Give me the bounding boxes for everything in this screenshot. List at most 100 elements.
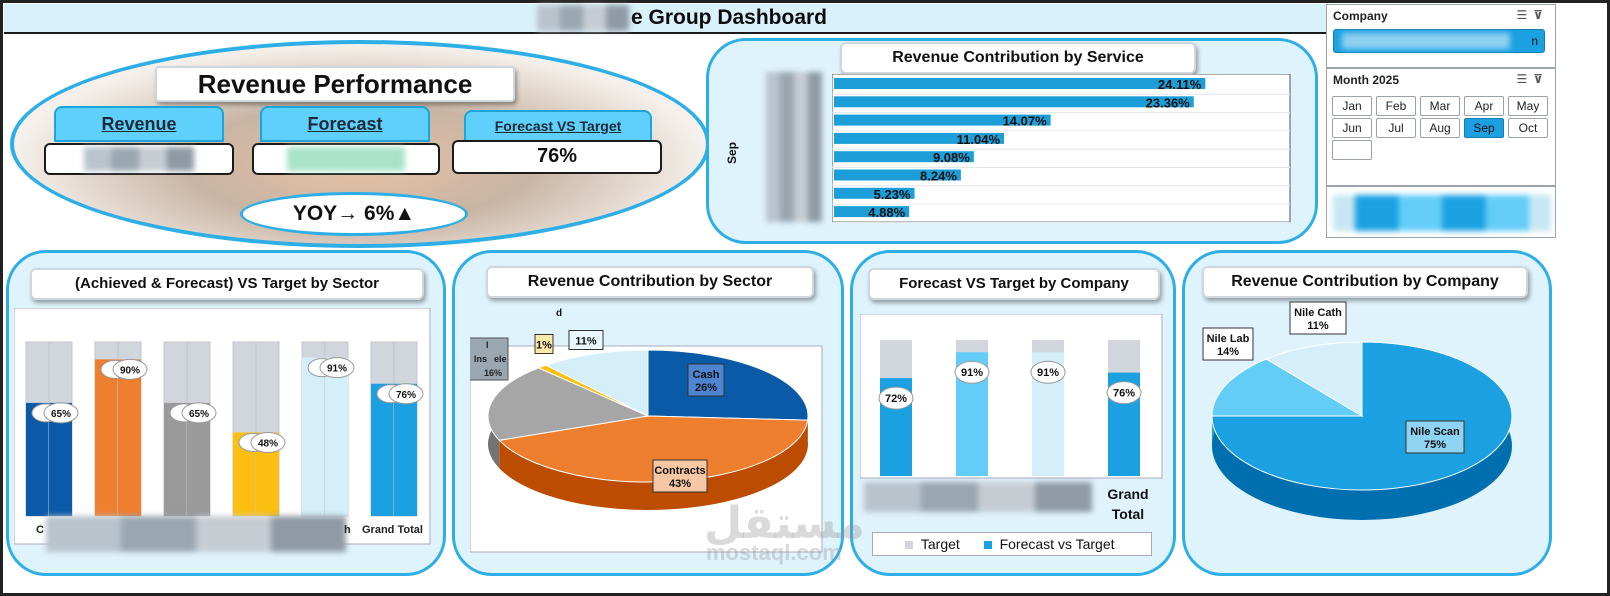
sector-pie-partial-label: 16% [484,368,502,378]
watermark-latin: mostaql.com [706,540,842,565]
sector-axis-label-grand-total: Grand Total [362,524,423,536]
company-pie-slice [1211,358,1364,417]
sector-data-label: 65% [51,409,71,420]
service-bar-chart: 24.11% 23.36% 14.07%11.04% 9.08% 8.24% 5.23% 4… [832,74,1291,223]
yoy-badge: YOY→ 6%▲ [240,192,468,236]
company-pie-label-cath-box [1289,301,1347,335]
sector-pie-label-cash-text: Cash [693,369,720,381]
sector-pie-partial-label: ele [494,354,507,364]
month-button-may[interactable]: May [1508,96,1548,116]
service-bar-label: 24.11% [1158,77,1202,92]
month-button-oct[interactable]: Oct [1508,118,1548,138]
company-data-label: 76% [1113,388,1135,400]
month-button-feb[interactable]: Feb [1376,96,1416,116]
service-bar [834,132,1005,144]
company-axis-grand-total: Grand Total [1107,486,1149,522]
dashboard-title: e Group Dashboard [630,6,828,29]
sector-label-bubble [250,431,286,453]
sector-pie-label-cash-text: 26% [695,382,717,394]
company-label-bubble [1030,360,1066,384]
sector-label-bubble [319,357,355,379]
sector-target-title: (Achieved & Forecast) VS Target by Secto… [30,268,424,300]
sector-pie-label-contracts-text: Contracts [654,465,705,477]
company-slicer-selected-item[interactable]: n [1333,29,1545,53]
company-slicer-title: Company [1333,9,1388,23]
service-bar [834,187,915,199]
company-target-chart: 72% 91% 91% 76% [860,314,1163,479]
sector-pie-label-cash-box [687,363,725,397]
company-label-bubble [954,360,990,384]
month-button-aug[interactable]: Aug [1420,118,1460,138]
legend-target-label: Target [920,536,960,552]
company-pie-title: Revenue Contribution by Company [1202,266,1528,298]
sector-pie-partial-label: I [486,340,489,350]
clear-filter-icon[interactable]: ⊽ [1533,72,1549,86]
month-button-jul[interactable]: Jul [1376,118,1416,138]
company-pie-label-cath-text: Nile Cath [1294,307,1342,319]
month-button-mar[interactable]: Mar [1420,96,1460,116]
service-bar-label: 14.07% [1003,114,1048,129]
multiselect-icon[interactable]: ☰ [1516,8,1534,22]
sector-label-bubble [43,402,79,424]
company-pie-label-scan-box [1405,420,1465,454]
company-pie-label-lab-text: Nile Lab [1207,333,1250,345]
redacted-card-content [1333,195,1551,231]
sector-pie-label-light-box [568,330,604,350]
company-pie-label-scan-text: Nile Scan [1410,426,1460,438]
legend-fvt-swatch [983,541,992,549]
service-bar [834,206,910,218]
company-slicer-selected-suffix: n [1531,34,1538,48]
sector-data-label: 76% [396,390,416,401]
month-button-jun[interactable]: Jun [1332,118,1372,138]
month-button-sep[interactable]: Sep [1464,118,1504,138]
company-data-label: 72% [885,393,907,405]
company-target-legend: Target Forecast vs Target [872,532,1152,556]
redacted-revenue-value [84,147,194,171]
sector-achieved-bar [233,432,256,516]
sector-achieved-bar [371,383,394,516]
sector-label-bubble [388,383,424,405]
sector-axis-label-partial: h [344,524,351,536]
sector-data-label: 65% [189,409,209,420]
company-pie-slice [1265,341,1363,417]
service-bar-label: 9.08% [933,150,970,165]
month-button-blank[interactable] [1332,140,1372,160]
company-pie-label-scan-text: 75% [1424,439,1446,451]
sector-pie-slice [487,367,650,441]
company-label-bubble [1106,381,1142,405]
service-bar [834,78,1206,89]
sector-pie-slice-side [499,420,808,510]
service-bar [834,96,1194,108]
company-pie-label-cath-text: 11% [1307,320,1329,332]
sector-pie-label-contracts-box [652,459,708,493]
company-target-title: Forecast VS Target by Company [868,268,1160,300]
sector-pie-slice [544,349,649,417]
month-button-jan[interactable]: Jan [1332,96,1372,116]
sector-achieved-bar [302,357,325,516]
month-button-apr[interactable]: Apr [1464,96,1504,116]
sector-achieved-bar [256,432,279,516]
revenue-kpi-label: Revenue [54,106,224,142]
service-bar [834,169,961,181]
sector-label-bubble [181,402,217,424]
service-axis-month: Sep [725,141,740,165]
sector-target-chart: 65% 90% 65% 48% 91% 76% [14,308,431,545]
sector-pie-label-small-text: 1% [536,340,552,352]
redacted-sector-names [46,516,346,552]
company-pie-label-lab-text: 14% [1217,346,1239,358]
service-bar-label: 4.88% [868,205,905,220]
multiselect-icon[interactable]: ☰ [1516,72,1534,86]
sector-achieved-bar [95,359,118,516]
sector-achieved-bar [164,402,187,516]
redacted-title-prefix [536,5,629,31]
service-bar [834,114,1051,126]
sector-axis-label-first: C [36,524,44,536]
fvt-kpi-label: Forecast VS Target [464,110,652,142]
company-label-bubble [878,386,914,410]
clear-filter-icon[interactable]: ⊽ [1533,8,1549,22]
fvt-kpi-value: 76% [452,140,662,174]
service-bar-label: 8.24% [920,169,957,184]
sector-achieved-bar [325,357,348,516]
